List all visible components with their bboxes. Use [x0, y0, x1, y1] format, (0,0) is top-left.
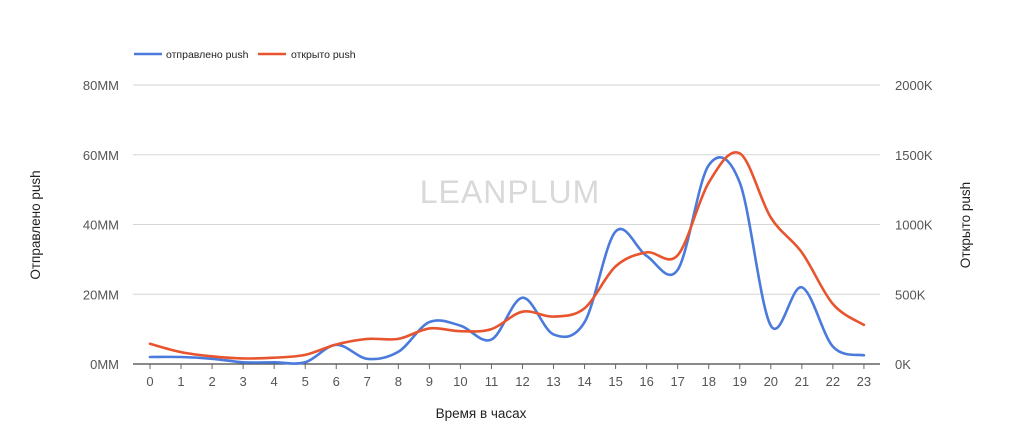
x-tick-label: 4: [271, 374, 278, 389]
x-tick-label: 16: [639, 374, 653, 389]
right-tick-label: 1000K: [895, 218, 933, 233]
y-axis-right-title: Открыто push: [958, 182, 973, 268]
y-axis-left-title: Отправлено push: [28, 170, 43, 279]
x-tick-label: 5: [302, 374, 309, 389]
legend-item-opened: открыто push: [258, 49, 356, 61]
right-tick-label: 500K: [895, 287, 926, 302]
x-tick-label: 3: [240, 374, 247, 389]
gridlines: [133, 84, 880, 365]
series-lines: [148, 150, 866, 365]
legend-label-opened: открыто push: [291, 49, 356, 61]
left-tick-label: 0MM: [90, 357, 119, 372]
legend: отправлено push открыто push: [134, 49, 356, 61]
x-axis-title: Время в часах: [436, 406, 527, 421]
x-tick-label: 14: [577, 374, 591, 389]
x-tick-label: 11: [485, 374, 499, 389]
x-tick-label: 9: [426, 374, 433, 389]
right-axis-ticks: 0K 500K 1000K 1500K 2000K: [895, 78, 933, 372]
left-tick-label: 40MM: [83, 218, 119, 233]
x-tick-label: 7: [364, 374, 371, 389]
x-tick-label: 22: [826, 374, 840, 389]
x-tick-label: 19: [733, 374, 747, 389]
x-tick-label: 18: [701, 374, 715, 389]
watermark: LEANPLUM: [420, 174, 601, 210]
x-tick-label: 2: [208, 374, 215, 389]
left-tick-label: 60MM: [83, 148, 119, 163]
x-tick-label: 13: [546, 374, 560, 389]
left-tick-label: 20MM: [83, 287, 119, 302]
left-axis-ticks: 0MM 20MM 40MM 60MM 80MM: [83, 78, 119, 372]
right-tick-label: 0K: [895, 357, 911, 372]
x-tick-label: 6: [333, 374, 340, 389]
series-line-opened-push: [148, 150, 866, 360]
legend-item-sent: отправлено push: [134, 49, 249, 61]
x-tick-label: 10: [453, 374, 467, 389]
right-tick-label: 2000K: [895, 78, 933, 93]
x-tick-label: 0: [146, 374, 153, 389]
right-tick-label: 1500K: [895, 148, 933, 163]
x-tick-label: 17: [670, 374, 684, 389]
legend-label-sent: отправлено push: [166, 49, 249, 61]
x-tick-label: 20: [764, 374, 778, 389]
x-tick-label: 21: [795, 374, 809, 389]
x-tick-label: 8: [395, 374, 402, 389]
x-tick-label: 15: [608, 374, 622, 389]
x-axis-ticks: 0 1 2 3 4 5 6 7 8 9 10 11 12 13 14 15 16 17 18 19 20 21 22 23: [146, 364, 871, 389]
left-tick-label: 80MM: [83, 78, 119, 93]
series-line-sent-push: [148, 156, 866, 365]
x-tick-label: 23: [857, 374, 871, 389]
x-tick-label: 1: [177, 374, 184, 389]
x-tick-label: 12: [515, 374, 529, 389]
